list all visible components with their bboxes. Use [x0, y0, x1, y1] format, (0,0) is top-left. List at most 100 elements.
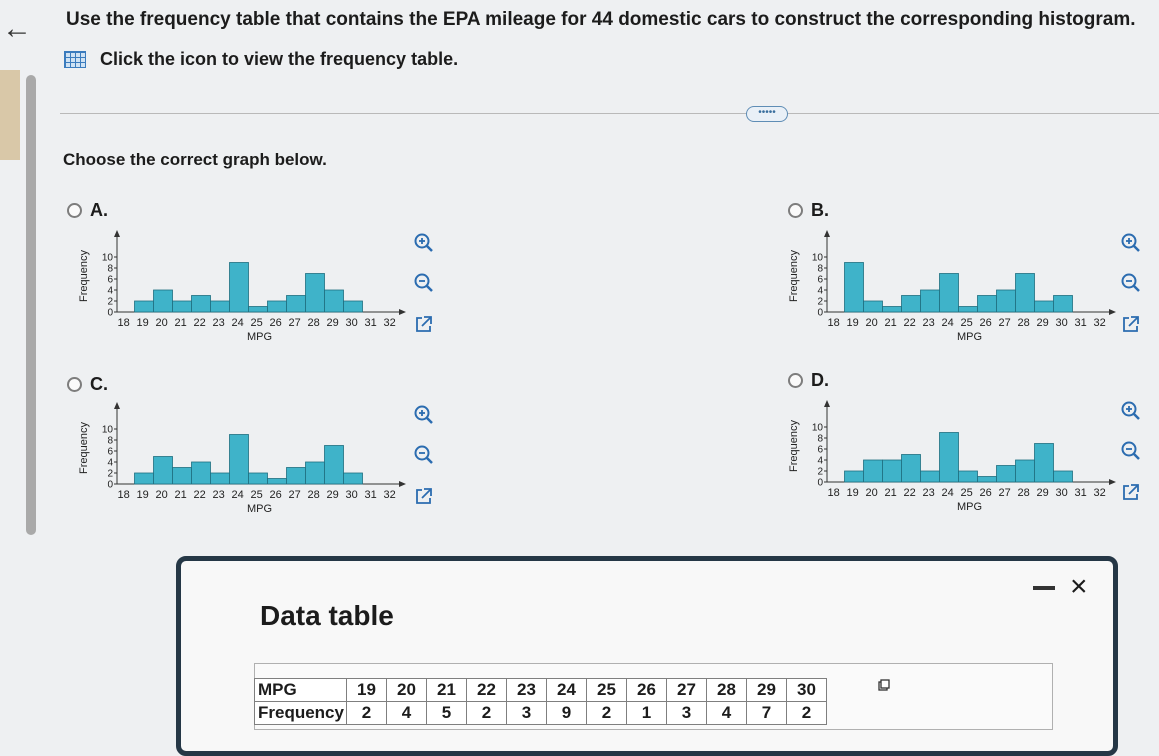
- x-tick-label: 21: [175, 489, 187, 501]
- minimize-button[interactable]: [1033, 586, 1055, 590]
- x-axis-label: MPG: [957, 331, 982, 343]
- y-tick-label: 6: [107, 275, 113, 286]
- x-tick-label: 28: [1018, 487, 1030, 499]
- radio-b[interactable]: [788, 203, 803, 218]
- histogram-bar: [1053, 295, 1073, 313]
- y-tick-label: 10: [812, 253, 824, 264]
- x-tick-label: 22: [904, 317, 916, 329]
- radio-c[interactable]: [67, 377, 82, 392]
- option-b[interactable]: B.: [788, 200, 829, 221]
- histogram-bar: [977, 295, 997, 313]
- histogram-bar: [134, 300, 154, 313]
- frequency-cell: 1: [626, 701, 667, 725]
- zoom-out-icon[interactable]: [413, 272, 434, 293]
- y-tick-label: 4: [107, 286, 113, 297]
- x-tick-label: 25: [961, 317, 973, 329]
- y-tick-label: 10: [812, 423, 824, 434]
- copy-icon[interactable]: [878, 678, 890, 694]
- y-tick-label: 4: [817, 286, 823, 297]
- histogram-bar: [958, 306, 978, 313]
- table-icon[interactable]: [64, 51, 86, 68]
- histogram-bar: [958, 470, 978, 483]
- mpg-cell: 28: [706, 678, 747, 702]
- y-tick-label: 8: [107, 264, 113, 275]
- y-axis-arrow: [114, 230, 120, 237]
- frequency-cell: 9: [546, 701, 587, 725]
- x-axis-arrow: [399, 481, 406, 487]
- histogram-bar: [939, 432, 959, 483]
- popout-icon[interactable]: [1120, 482, 1141, 503]
- x-tick-label: 31: [1075, 487, 1087, 499]
- x-tick-label: 28: [308, 489, 320, 501]
- x-axis-label: MPG: [247, 503, 272, 515]
- histogram-bar: [343, 472, 363, 485]
- zoom-in-icon[interactable]: [1120, 232, 1141, 253]
- zoom-in-icon[interactable]: [1120, 400, 1141, 421]
- y-tick-label: 0: [817, 308, 823, 319]
- histogram-bar: [153, 456, 173, 485]
- x-tick-label: 26: [980, 317, 992, 329]
- y-tick-label: 2: [817, 467, 823, 478]
- x-tick-label: 18: [118, 317, 130, 329]
- mpg-cell: 22: [466, 678, 507, 702]
- x-tick-label: 30: [346, 317, 358, 329]
- x-tick-label: 32: [1094, 317, 1106, 329]
- scrollbar[interactable]: [26, 75, 36, 535]
- x-tick-label: 23: [213, 317, 225, 329]
- frequency-cell: 4: [706, 701, 747, 725]
- x-tick-label: 25: [251, 489, 263, 501]
- left-rail-marker: [0, 70, 20, 160]
- view-table-label: Click the icon to view the frequency tab…: [100, 49, 459, 69]
- y-tick-label: 6: [817, 275, 823, 286]
- zoom-out-icon[interactable]: [1120, 272, 1141, 293]
- histogram-bar: [324, 289, 344, 313]
- histogram-bar: [172, 467, 192, 485]
- x-tick-label: 29: [1037, 317, 1049, 329]
- close-button[interactable]: ×: [1070, 570, 1088, 603]
- y-tick-label: 4: [817, 456, 823, 467]
- histogram-bar: [977, 476, 997, 483]
- histogram-bar: [210, 472, 230, 485]
- x-axis-arrow: [1109, 309, 1116, 315]
- frequency-cell: 2: [466, 701, 507, 725]
- option-c[interactable]: C.: [67, 374, 108, 395]
- radio-d[interactable]: [788, 373, 803, 388]
- histogram-bar: [305, 273, 325, 313]
- x-tick-label: 20: [866, 317, 878, 329]
- histogram-bar: [229, 434, 249, 485]
- zoom-out-icon[interactable]: [413, 444, 434, 465]
- y-axis-label: Frequency: [788, 420, 800, 472]
- histogram-bar: [248, 306, 268, 313]
- frequency-cell: 4: [386, 701, 427, 725]
- x-tick-label: 32: [384, 489, 396, 501]
- y-tick-label: 4: [107, 458, 113, 469]
- zoom-in-icon[interactable]: [413, 404, 434, 425]
- zoom-out-icon[interactable]: [1120, 440, 1141, 461]
- histogram-bar: [901, 295, 921, 313]
- mpg-cell: 19: [346, 678, 387, 702]
- radio-a[interactable]: [67, 203, 82, 218]
- histogram-bar: [267, 478, 287, 485]
- x-tick-label: 24: [232, 489, 244, 501]
- back-arrow-icon[interactable]: ←: [2, 12, 32, 45]
- option-a[interactable]: A.: [67, 200, 108, 221]
- view-table-link[interactable]: Click the icon to view the frequency tab…: [64, 49, 458, 70]
- more-button[interactable]: •••••: [746, 106, 788, 122]
- x-tick-label: 19: [847, 317, 859, 329]
- x-tick-label: 26: [270, 489, 282, 501]
- y-axis-arrow: [824, 230, 830, 237]
- x-tick-label: 22: [194, 317, 206, 329]
- x-tick-label: 28: [308, 317, 320, 329]
- option-d[interactable]: D.: [788, 370, 829, 391]
- y-tick-label: 0: [107, 308, 113, 319]
- zoom-in-icon[interactable]: [413, 232, 434, 253]
- popout-icon[interactable]: [413, 314, 434, 335]
- popout-icon[interactable]: [413, 486, 434, 507]
- x-tick-label: 22: [194, 489, 206, 501]
- x-tick-label: 30: [346, 489, 358, 501]
- popout-icon[interactable]: [1120, 314, 1141, 335]
- x-tick-label: 29: [1037, 487, 1049, 499]
